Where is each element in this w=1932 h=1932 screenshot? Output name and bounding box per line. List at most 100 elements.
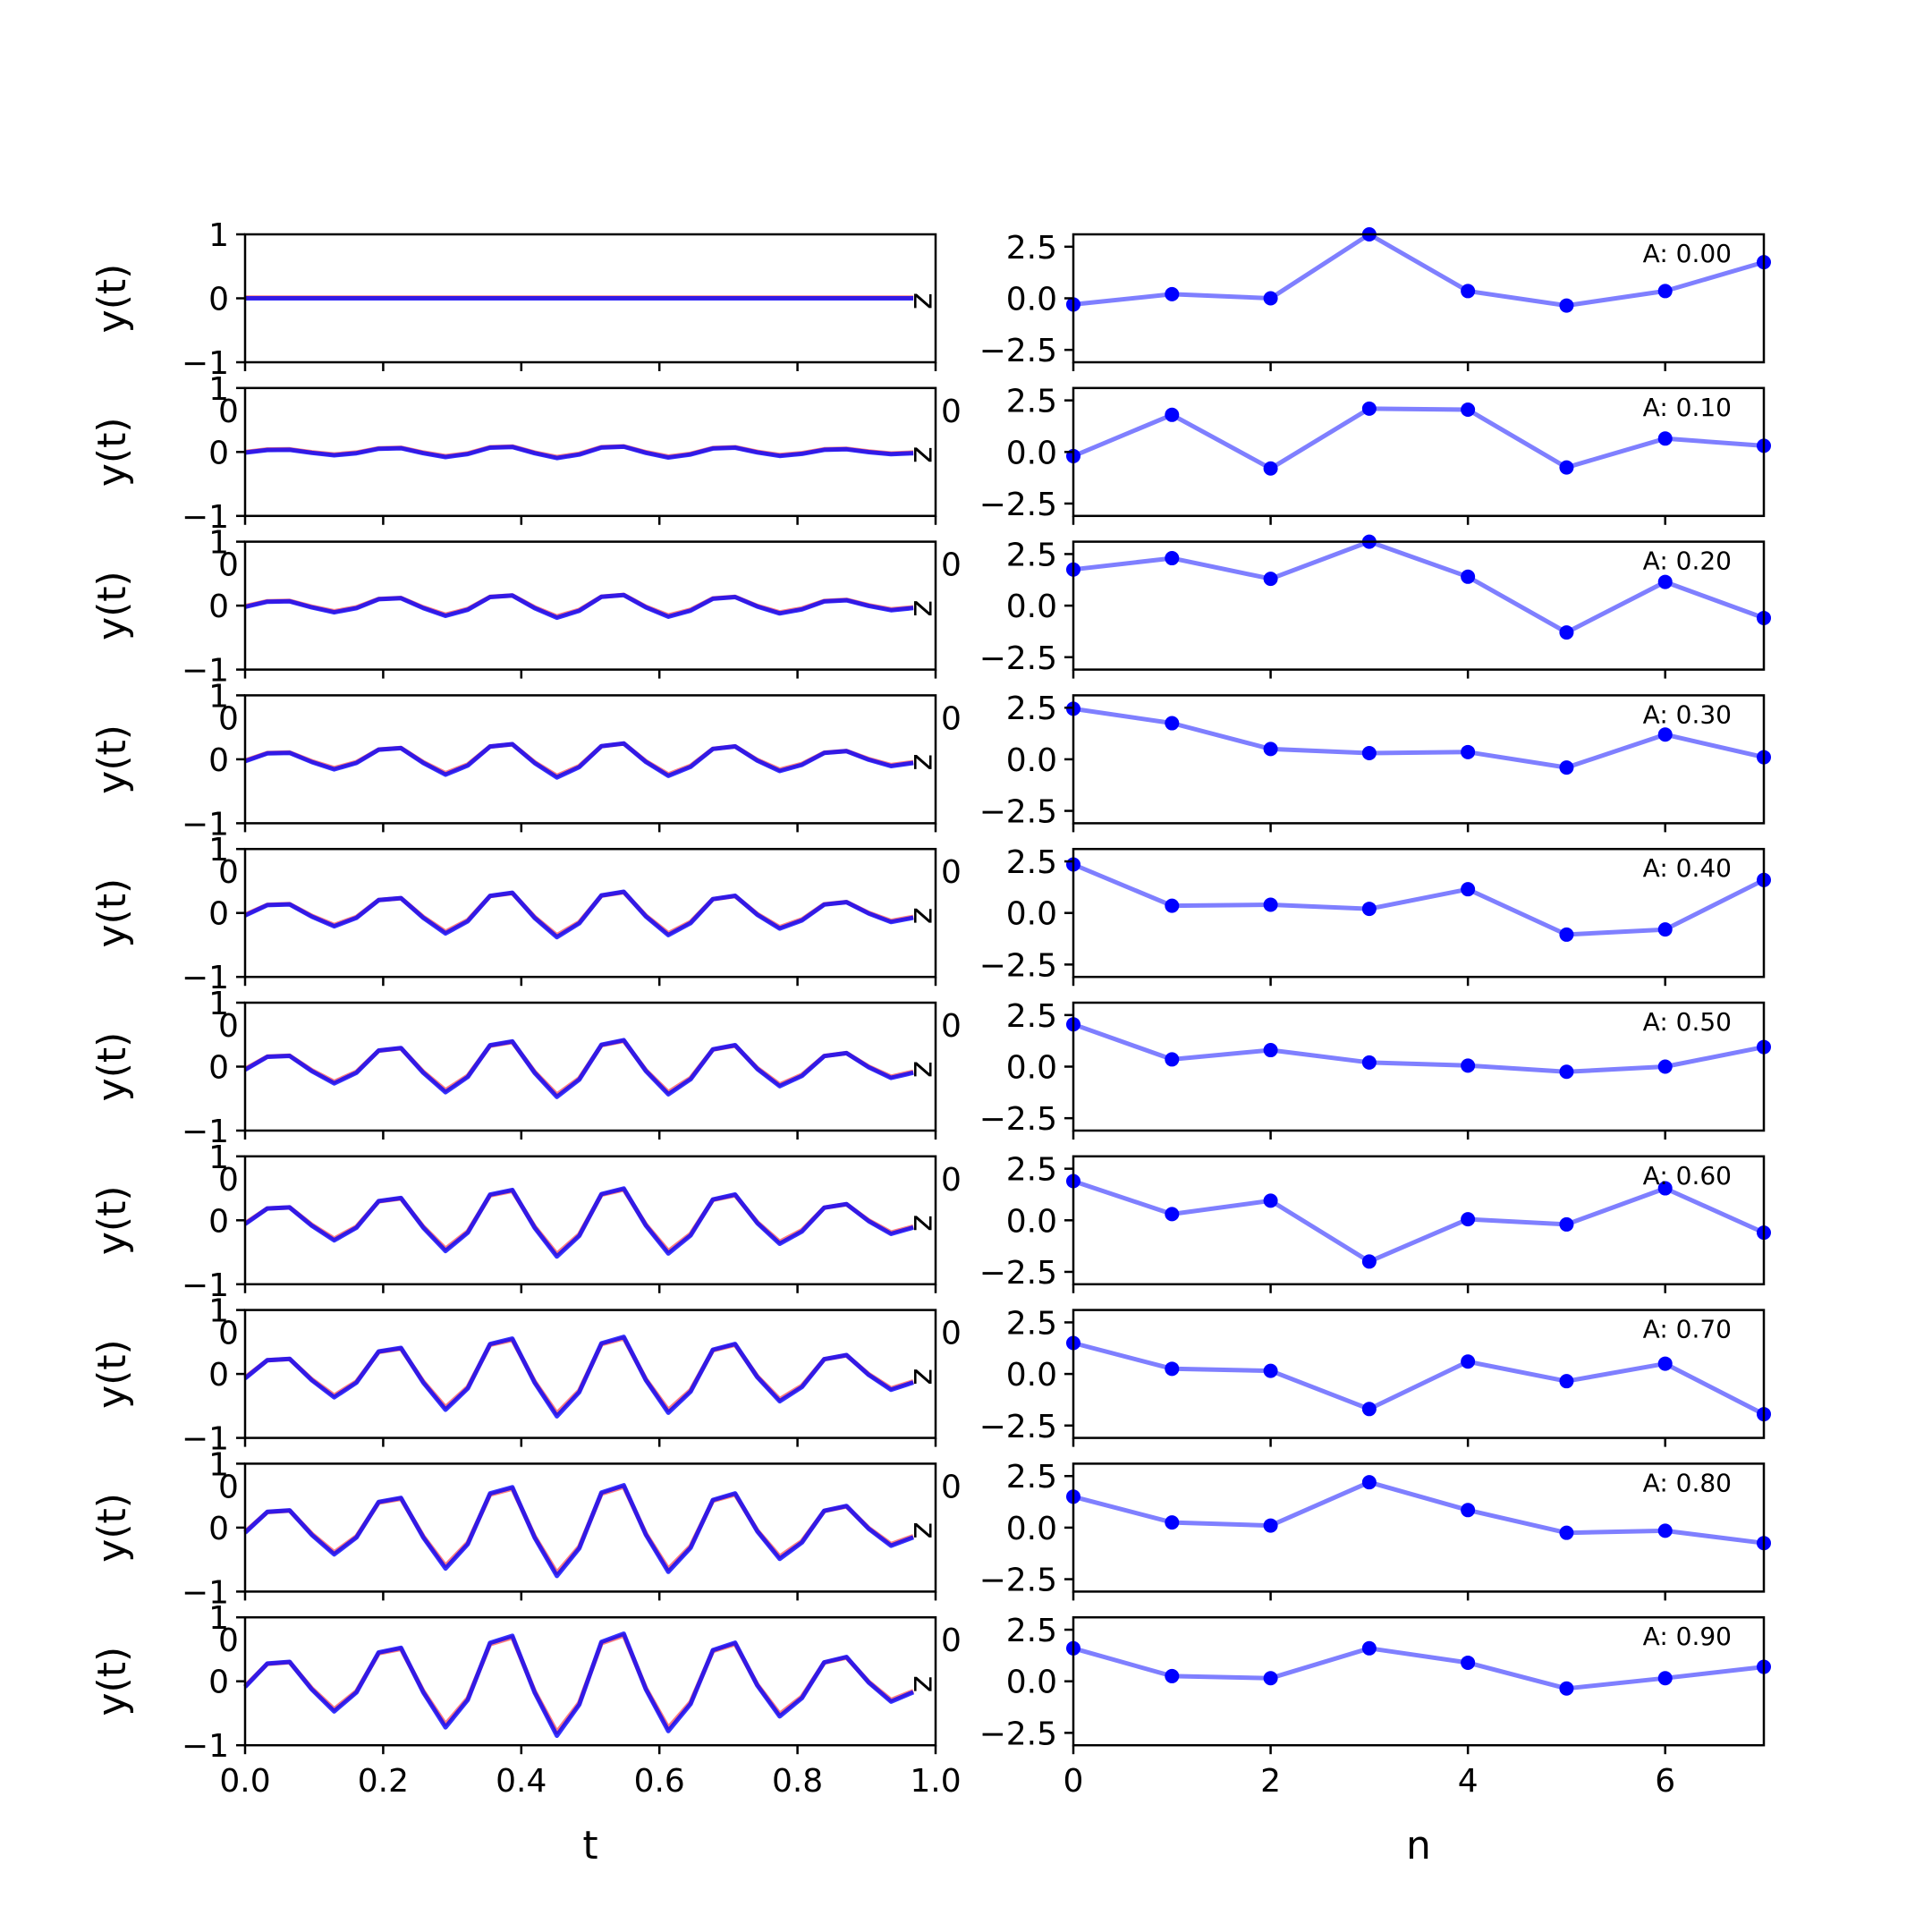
- left-ytick-label: 0: [208, 589, 229, 625]
- right-column-panels: A: 0.00 −2.5 0.0 2.5 0 A: 0.10 −2.5 0.0 2.5 0 A: 0…: [941, 227, 1771, 1800]
- left-edge-glyph: z: [906, 1061, 943, 1078]
- left-ylabel: y(t): [89, 264, 135, 334]
- right-ytick-label: −2.5: [979, 1716, 1057, 1752]
- right-series-line: [1072, 1021, 1765, 1074]
- right-data-point: [1263, 741, 1278, 757]
- right-data-point: [1263, 1518, 1278, 1533]
- left-ylabel: y(t): [89, 417, 135, 487]
- right-ytick-label: 0.0: [1006, 1050, 1057, 1087]
- left-ytick-label: 1: [208, 1446, 229, 1483]
- left-ytick-label: 0: [208, 435, 229, 471]
- amplitude-annotation: A: 0.50: [1643, 1007, 1732, 1037]
- right-xtick-label: 4: [1458, 1763, 1479, 1800]
- left-ytick-label: −1: [182, 1421, 229, 1458]
- left-overlap-artifact: 0: [218, 1469, 239, 1505]
- right-data-point: [1361, 401, 1377, 416]
- left-ylabel: y(t): [89, 1339, 135, 1409]
- left-ylabel: y(t): [89, 1185, 135, 1255]
- right-series-line: [1072, 539, 1765, 635]
- right-data-point: [1559, 460, 1574, 475]
- left-series-line-0: [243, 1483, 914, 1579]
- right-ytick-label: −2.5: [979, 1255, 1057, 1292]
- right-data-point: [1361, 902, 1377, 917]
- right-data-point: [1263, 461, 1278, 476]
- right-ytick-label: −2.5: [979, 1563, 1057, 1599]
- amplitude-annotation: A: 0.10: [1643, 393, 1732, 422]
- right-ytick-label: 2.5: [1006, 1613, 1057, 1649]
- right-ytick-label: −2.5: [979, 1409, 1057, 1445]
- right-data-point: [1165, 898, 1180, 913]
- right-data-point: [1165, 716, 1180, 731]
- left-ytick-label: −1: [182, 653, 229, 690]
- right-series-line: [1072, 1179, 1766, 1264]
- left-xtick-label: 0.6: [634, 1763, 685, 1800]
- right-data-point: [1559, 298, 1574, 313]
- right-data-point: [1657, 922, 1673, 937]
- right-ytick-label: 2.5: [1006, 384, 1057, 420]
- right-ytick-label: 0.0: [1006, 282, 1057, 318]
- left-ytick-label: −1: [182, 1267, 229, 1304]
- left-xtick-label: 0.2: [358, 1763, 409, 1800]
- amplitude-annotation: A: 0.80: [1643, 1468, 1732, 1497]
- right-data-point: [1361, 1055, 1377, 1070]
- right-ytick-label: 2.5: [1006, 537, 1057, 573]
- right-ytick-label: 2.5: [1006, 998, 1057, 1035]
- left-ytick-label: 1: [208, 1140, 229, 1176]
- right-series-line: [1072, 232, 1765, 309]
- right-data-point: [1361, 1475, 1377, 1490]
- left-series-line-0: [244, 444, 914, 461]
- right-overlap-artifact: 0: [941, 1623, 962, 1659]
- right-ytick-label: −2.5: [979, 640, 1057, 677]
- right-data-point: [1263, 1363, 1278, 1378]
- left-ytick-label: 1: [208, 1293, 229, 1330]
- left-ytick-label: −1: [182, 1728, 229, 1765]
- right-data-point: [1165, 1668, 1180, 1683]
- right-data-point: [1461, 1058, 1476, 1073]
- right-data-point: [1461, 284, 1476, 299]
- right-ytick-label: −2.5: [979, 487, 1057, 523]
- right-panel-7: 0 A: 0.70 −2.5 0.0 2.5: [941, 1305, 1771, 1447]
- right-panel-0: A: 0.00 −2.5 0.0 2.5: [979, 227, 1771, 371]
- left-xtick-label: 0.4: [496, 1763, 547, 1800]
- right-data-point: [1263, 572, 1278, 587]
- right-panel-2: 0 A: 0.20 −2.5 0.0 2.5: [941, 534, 1771, 679]
- left-series-line-0: [243, 1335, 914, 1419]
- right-panel-1: 0 A: 0.10 −2.5 0.0 2.5: [941, 384, 1771, 525]
- right-data-point: [1657, 1523, 1673, 1538]
- amplitude-annotation: A: 0.40: [1643, 853, 1732, 883]
- left-overlap-artifact: 0: [218, 1162, 239, 1199]
- right-data-point: [1657, 727, 1673, 742]
- right-series-line: [1072, 1646, 1765, 1691]
- right-panel-3: 0 A: 0.30 −2.5 0.0 2.5: [941, 691, 1771, 833]
- right-data-point: [1263, 1193, 1278, 1208]
- right-overlap-artifact: 0: [941, 854, 962, 891]
- left-ytick-label: 1: [208, 217, 229, 254]
- left-edge-glyph: z: [906, 753, 943, 770]
- right-ytick-label: 0.0: [1006, 589, 1057, 625]
- right-data-point: [1165, 1515, 1180, 1530]
- right-data-point: [1165, 407, 1180, 422]
- left-ytick-label: −1: [182, 806, 229, 843]
- right-xtick-label: 2: [1260, 1763, 1281, 1800]
- right-data-point: [1559, 625, 1574, 640]
- right-ytick-label: 0.0: [1006, 896, 1057, 933]
- right-data-point: [1263, 1671, 1278, 1686]
- right-ytick-label: 0.0: [1006, 1511, 1057, 1547]
- left-ytick-label: 0: [208, 1511, 229, 1547]
- right-data-point: [1461, 569, 1476, 584]
- left-xtick-label: 1.0: [910, 1763, 961, 1800]
- left-ytick-label: −1: [182, 960, 229, 996]
- left-ytick-label: 1: [208, 986, 229, 1022]
- left-ytick-label: 0: [208, 896, 229, 933]
- right-ytick-label: 2.5: [1006, 691, 1057, 727]
- right-ytick-label: −2.5: [979, 794, 1057, 831]
- right-ytick-label: 2.5: [1006, 1152, 1057, 1189]
